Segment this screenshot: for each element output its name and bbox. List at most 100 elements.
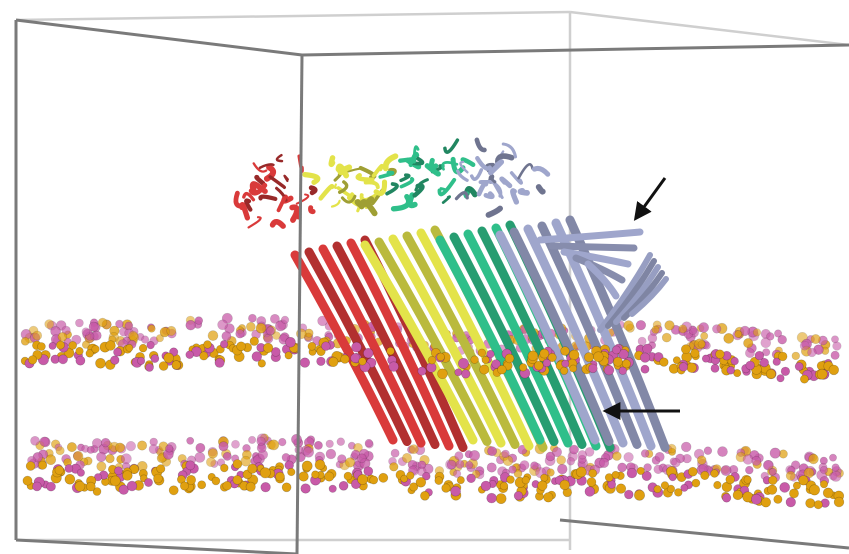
lipid-headgroup-sphere bbox=[769, 447, 781, 459]
lipid-headgroup-sphere bbox=[158, 361, 169, 371]
lipid-headgroup-sphere bbox=[829, 453, 837, 462]
lipid-headgroup-sphere bbox=[454, 368, 463, 377]
lipid-headgroup-sphere bbox=[54, 465, 64, 475]
lipid-headgroup-sphere bbox=[732, 489, 743, 501]
lipid-headgroup-sphere bbox=[584, 486, 595, 497]
lipid-headgroup-sphere bbox=[712, 324, 722, 334]
loop-segment bbox=[531, 165, 551, 177]
lipid-headgroup-sphere bbox=[654, 451, 665, 462]
loop-segment bbox=[308, 205, 316, 215]
loop-segment bbox=[252, 162, 268, 173]
lipid-headgroup-sphere bbox=[481, 355, 490, 364]
loop-segment bbox=[441, 195, 451, 204]
beta-strand bbox=[463, 229, 573, 448]
lipid-headgroup-sphere bbox=[773, 494, 783, 504]
lipid-headgroup-sphere bbox=[454, 451, 464, 461]
lipid-headgroup-sphere bbox=[197, 480, 207, 490]
lipid-headgroup-sphere bbox=[774, 329, 783, 338]
lipid-headgroup-sphere bbox=[222, 481, 232, 491]
lipid-headgroup-sphere bbox=[390, 448, 400, 458]
lipid-headgroup-sphere bbox=[246, 321, 256, 332]
lipid-headgroup-sphere bbox=[195, 442, 206, 453]
loop-segment bbox=[338, 180, 349, 194]
lipid-headgroup-sphere bbox=[603, 365, 615, 376]
lipid-headgroup-sphere bbox=[364, 439, 374, 448]
beta-strand bbox=[560, 248, 632, 268]
loop-segment bbox=[373, 179, 388, 196]
lipid-headgroup-sphere bbox=[618, 366, 627, 375]
lipid-headgroup-sphere bbox=[560, 346, 570, 356]
lipid-headgroup-sphere bbox=[281, 453, 291, 462]
lipid-headgroup-sphere bbox=[720, 465, 732, 476]
box-edge bbox=[15, 10, 571, 22]
lipid-headgroup-sphere bbox=[232, 475, 243, 485]
protein-subunit-1 bbox=[233, 153, 468, 452]
lipid-headgroup-sphere bbox=[653, 464, 663, 474]
beta-strand bbox=[597, 252, 653, 333]
lipid-headgroup-sphere bbox=[336, 437, 345, 446]
lipid-headgroup-sphere bbox=[766, 332, 775, 341]
lipid-headgroup-sphere bbox=[81, 327, 91, 337]
loop-segment bbox=[340, 194, 357, 204]
lipid-headgroup-sphere bbox=[363, 348, 374, 359]
lipid-headgroup-sphere bbox=[808, 453, 819, 465]
lipid-headgroup-sphere bbox=[120, 453, 132, 465]
lipid-headgroup-sphere bbox=[287, 467, 296, 477]
lipid-headgroup-sphere bbox=[321, 341, 331, 351]
lipid-headgroup-sphere bbox=[369, 475, 379, 485]
lipid-headgroup-sphere bbox=[249, 336, 259, 346]
lipid-headgroup-sphere bbox=[537, 480, 548, 491]
lipid-headgroup-sphere bbox=[542, 358, 551, 368]
loop-segment bbox=[378, 170, 395, 179]
lipid-headgroup-sphere bbox=[110, 355, 120, 365]
lipid-headgroup-sphere bbox=[153, 473, 163, 484]
lipid-headgroup-sphere bbox=[56, 340, 65, 350]
lipid-headgroup-sphere bbox=[760, 497, 772, 508]
lipid-headgroup-sphere bbox=[805, 498, 816, 509]
lipid-headgroup-sphere bbox=[513, 491, 524, 501]
lipid-headgroup-sphere bbox=[281, 482, 292, 493]
lipid-headgroup-sphere bbox=[441, 483, 451, 493]
lipid-headgroup-sphere bbox=[617, 462, 627, 473]
lipid-headgroup-sphere bbox=[776, 374, 785, 383]
lipid-headgroup-sphere bbox=[642, 343, 653, 354]
lipid-headgroup-sphere bbox=[659, 357, 669, 367]
lipid-headgroup-sphere bbox=[540, 473, 549, 482]
lipid-headgroup-sphere bbox=[566, 457, 575, 466]
lipid-headgroup-sphere bbox=[539, 348, 550, 359]
protein-subunit-4-wing bbox=[536, 228, 669, 333]
lipid-headgroup-sphere bbox=[822, 487, 834, 499]
lipid-headgroup-sphere bbox=[569, 444, 579, 455]
box-edge bbox=[559, 518, 849, 550]
beta-strand bbox=[629, 276, 669, 317]
lipid-headgroup-sphere bbox=[284, 351, 293, 360]
lipid-headgroup-sphere bbox=[163, 352, 174, 364]
box-edge bbox=[301, 43, 849, 57]
lipid-headgroup-sphere bbox=[128, 330, 138, 341]
lipid-headgroup-sphere bbox=[794, 362, 804, 371]
lipid-headgroup-sphere bbox=[311, 470, 320, 479]
loop-segment bbox=[371, 163, 384, 178]
loop-segment bbox=[289, 204, 300, 223]
lipid-headgroup-sphere bbox=[561, 359, 570, 368]
lipid-headgroup-sphere bbox=[275, 320, 286, 332]
lipid-headgroup-sphere bbox=[640, 449, 650, 458]
lipid-headgroup-sphere bbox=[409, 482, 419, 492]
lipid-headgroup-sphere bbox=[199, 351, 209, 361]
lipid-headgroup-sphere bbox=[211, 476, 221, 486]
lipid-headgroup-sphere bbox=[546, 468, 555, 477]
lipid-headgroup-sphere bbox=[486, 350, 495, 359]
loop-segment bbox=[478, 179, 497, 185]
lipid-headgroup-sphere bbox=[221, 331, 232, 341]
lipid-headgroup-sphere bbox=[455, 459, 465, 469]
lipid-headgroup-sphere bbox=[345, 457, 356, 468]
lipid-headgroup-sphere bbox=[830, 470, 842, 482]
lipid-headgroup-sphere bbox=[314, 459, 326, 471]
lipid-headgroup-sphere bbox=[427, 356, 437, 365]
lipid-headgroup-sphere bbox=[156, 464, 166, 474]
lipid-headgroup-sphere bbox=[76, 468, 85, 477]
lipid-headgroup-sphere bbox=[504, 353, 515, 364]
lipid-headgroup-sphere bbox=[81, 340, 91, 349]
lipid-headgroup-sphere bbox=[280, 315, 290, 325]
